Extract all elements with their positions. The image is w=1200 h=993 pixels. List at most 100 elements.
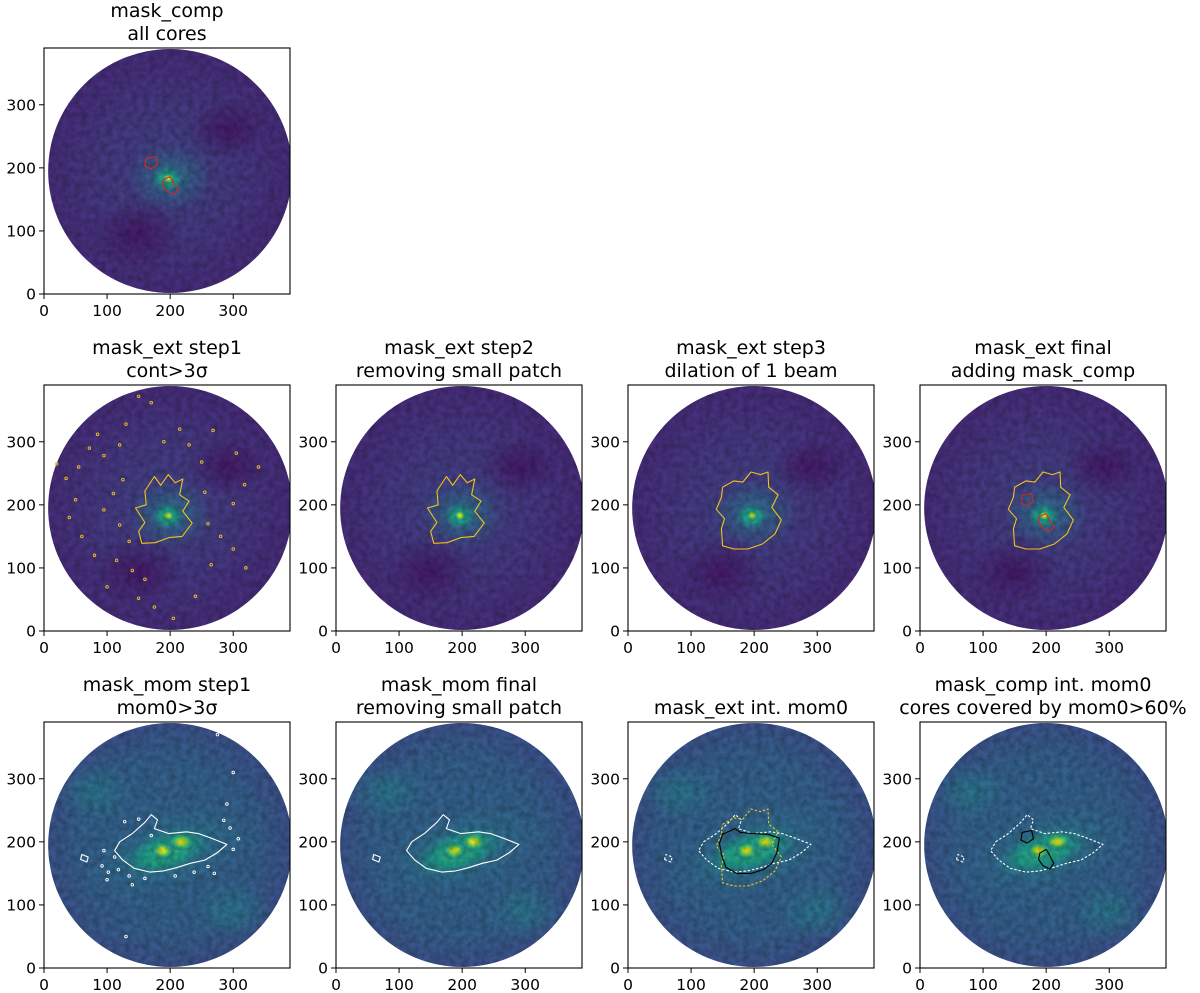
mask-speck xyxy=(231,501,235,506)
mask-contour xyxy=(426,474,485,544)
y-tick-label: 200 xyxy=(590,833,620,851)
mask-speck xyxy=(64,476,68,481)
y-tick-label: 200 xyxy=(882,496,912,514)
panel-title-line: removing small patch xyxy=(356,360,562,382)
mask-speck xyxy=(231,770,235,775)
mask-speck xyxy=(149,833,153,838)
y-tick-label: 200 xyxy=(298,496,328,514)
mask-contour xyxy=(1038,848,1055,870)
y-tick-label: 0 xyxy=(902,960,912,978)
y-tick-label: 300 xyxy=(882,770,912,788)
panel-title-line: mask_ext step2 xyxy=(384,337,534,359)
mask-speck xyxy=(54,462,59,466)
axes-frame xyxy=(335,384,583,632)
x-tick-label: 0 xyxy=(623,639,633,657)
mask-speck xyxy=(206,864,210,869)
mask-speck xyxy=(73,498,78,502)
x-tick-label: 300 xyxy=(218,302,248,320)
mask-speck xyxy=(112,855,117,859)
mask-speck xyxy=(117,523,122,527)
image-map xyxy=(48,723,290,967)
mask-speck xyxy=(136,394,141,399)
x-tick-label: 100 xyxy=(92,302,122,320)
mask-speck xyxy=(211,428,215,433)
mask-speck xyxy=(80,534,84,539)
y-tick-label: 100 xyxy=(882,559,912,577)
y-tick-label: 200 xyxy=(6,159,36,177)
mask-speck xyxy=(256,465,261,469)
mask-speck xyxy=(193,594,198,599)
mask-speck xyxy=(177,427,182,431)
mask-speck xyxy=(106,870,111,874)
mask-speck xyxy=(222,818,226,823)
mask-contour xyxy=(990,814,1104,873)
mask-contour xyxy=(1038,513,1055,532)
x-tick-label: 0 xyxy=(331,639,341,657)
x-tick-label: 200 xyxy=(1031,639,1061,657)
panel-title-line: mask_mom final xyxy=(381,674,537,696)
panel-title-line: all cores xyxy=(127,23,206,45)
image-map xyxy=(48,386,290,630)
mask-speck xyxy=(117,443,122,447)
panel-8: mask_ext int. mom0 0 100 200 300 0 100 200 300 xyxy=(590,697,875,993)
mask-contour xyxy=(162,176,179,195)
y-tick-label: 0 xyxy=(610,960,620,978)
axes-frame xyxy=(919,721,1167,969)
y-tick-label: 200 xyxy=(882,833,912,851)
panel-title-line: mask_ext int. mom0 xyxy=(654,697,848,719)
x-tick-label: 200 xyxy=(155,639,185,657)
x-tick-label: 100 xyxy=(384,639,414,657)
mask-speck xyxy=(136,817,141,821)
panel-title-line: mom0>3σ xyxy=(117,697,218,719)
mask-contour xyxy=(715,808,782,887)
x-tick-label: 100 xyxy=(968,639,998,657)
mask-speck xyxy=(136,596,141,600)
x-tick-label: 100 xyxy=(92,976,122,993)
y-tick-label: 0 xyxy=(26,960,36,978)
panel-title-line: mask_comp xyxy=(110,0,223,22)
mask-speck xyxy=(152,605,157,609)
mask-speck xyxy=(209,563,213,567)
panel-title-line: cont>3σ xyxy=(126,360,208,382)
x-tick-label: 0 xyxy=(623,976,633,993)
y-tick-label: 100 xyxy=(6,222,36,240)
y-tick-label: 0 xyxy=(318,623,328,641)
x-tick-label: 200 xyxy=(739,976,769,993)
mask-speck xyxy=(95,432,100,436)
x-tick-label: 0 xyxy=(331,976,341,993)
x-tick-label: 0 xyxy=(39,639,49,657)
y-tick-label: 0 xyxy=(902,623,912,641)
x-tick-label: 100 xyxy=(676,639,706,657)
image-map xyxy=(340,386,582,630)
mask-speck xyxy=(171,616,176,621)
mask-speck xyxy=(199,460,204,464)
mask-contour xyxy=(114,814,228,873)
axes-frame xyxy=(43,47,291,295)
mask-speck xyxy=(228,826,232,830)
y-tick-label: 200 xyxy=(6,496,36,514)
image-map xyxy=(340,723,582,967)
x-tick-label: 0 xyxy=(915,639,925,657)
panel-title-line: removing small patch xyxy=(356,697,562,719)
mask-speck xyxy=(76,465,81,469)
y-tick-label: 0 xyxy=(26,286,36,304)
x-tick-label: 300 xyxy=(1094,976,1124,993)
x-tick-label: 200 xyxy=(447,639,477,657)
mask-speck xyxy=(187,443,191,447)
axes-frame xyxy=(335,721,583,969)
mask-speck xyxy=(231,547,235,551)
mask-contour xyxy=(718,828,780,874)
x-tick-label: 300 xyxy=(510,976,540,993)
mask-contour xyxy=(1020,492,1035,507)
mask-speck xyxy=(162,440,166,444)
y-tick-label: 300 xyxy=(6,770,36,788)
y-tick-label: 100 xyxy=(6,559,36,577)
mask-contour xyxy=(144,155,159,170)
y-tick-label: 300 xyxy=(298,433,328,451)
x-tick-label: 300 xyxy=(218,976,248,993)
